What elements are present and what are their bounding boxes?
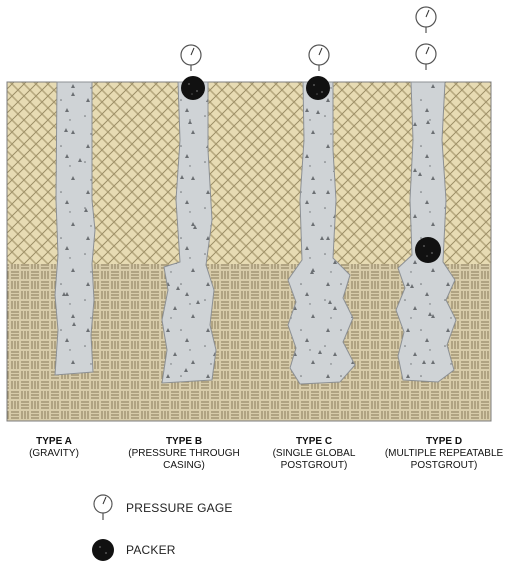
caption-subtitle: (MULTIPLE REPEATABLE POSTGROUT) <box>384 448 504 471</box>
grout-column-type-b <box>161 81 217 384</box>
pressure-gage-icon <box>415 6 437 33</box>
caption-type-b: TYPE B (PRESSURE THROUGH CASING) <box>119 436 249 472</box>
packer-icon <box>306 76 330 100</box>
packer-icon <box>181 76 205 100</box>
legend-pressure-gage: PRESSURE GAGE <box>92 493 233 523</box>
pressure-gage-icon <box>308 44 330 71</box>
caption-subtitle: (GRAVITY) <box>29 448 79 459</box>
pressure-gage-icon <box>415 43 437 70</box>
anchor-grout-diagram <box>6 6 492 422</box>
grout-column-type-c <box>287 81 356 385</box>
caption-title: TYPE C <box>295 436 333 447</box>
legend-label: PRESSURE GAGE <box>126 501 233 515</box>
legend-label: PACKER <box>126 543 176 557</box>
pressure-gage-icon <box>93 494 113 520</box>
caption-type-a: TYPE A (GRAVITY) <box>0 436 119 460</box>
caption-title: TYPE B <box>165 436 203 447</box>
grout-column-type-a <box>54 81 96 376</box>
caption-title: TYPE D <box>425 436 463 447</box>
caption-subtitle: (PRESSURE THROUGH CASING) <box>128 448 240 471</box>
soil-outline <box>6 81 492 422</box>
caption-type-c: TYPE C (SINGLE GLOBAL POSTGROUT) <box>249 436 379 472</box>
grout-column-type-d <box>395 81 457 383</box>
caption-subtitle: (SINGLE GLOBAL POSTGROUT) <box>272 448 356 471</box>
packer-icon <box>92 539 114 561</box>
legend-packer: PACKER <box>92 535 176 565</box>
pressure-gage-icon <box>180 44 202 71</box>
packer-icon <box>415 237 441 263</box>
caption-title: TYPE A <box>36 436 72 447</box>
caption-type-d: TYPE D (MULTIPLE REPEATABLE POSTGROUT) <box>379 436 509 472</box>
